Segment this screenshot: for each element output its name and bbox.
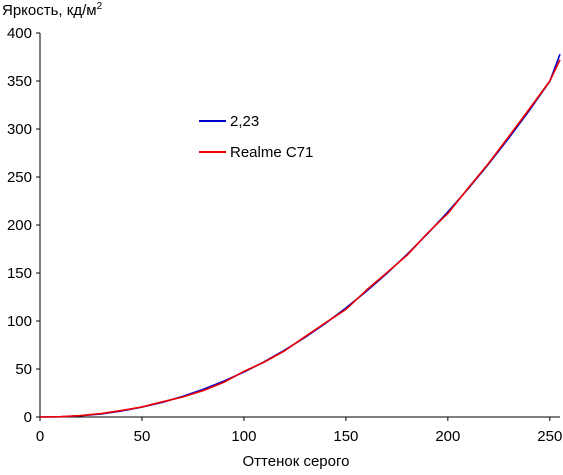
x-tick-label: 50 (134, 428, 151, 445)
series-line-realme-c71 (39, 59, 561, 418)
y-tick-label: 100 (7, 313, 32, 330)
x-tick-label: 100 (231, 428, 256, 445)
x-tick-label: 250 (537, 428, 562, 445)
y-tick-label: 400 (7, 25, 32, 42)
y-tick-label: 50 (15, 361, 32, 378)
y-tick-label: 0 (24, 409, 32, 426)
axes: 0 50 100 150 200 250 300 350 400 0 50 100 150 200 250 (7, 25, 562, 445)
y-axis-title-superscript: 2 (97, 1, 103, 12)
y-tick-label: 150 (7, 265, 32, 282)
legend-label: Realme C71 (230, 144, 313, 161)
x-tick-label: 0 (36, 428, 44, 445)
plot-area (39, 53, 561, 418)
y-tick-label: 300 (7, 121, 32, 138)
legend-label: 2,23 (230, 113, 259, 130)
x-axis-title: Оттенок серого (243, 453, 350, 470)
y-axis-title: Яркость, кд/м2 (2, 1, 103, 19)
legend: 2,23 Realme C71 (199, 113, 313, 161)
y-tick-label: 350 (7, 73, 32, 90)
x-tick-label: 150 (333, 428, 358, 445)
x-tick-label: 200 (435, 428, 460, 445)
series-line-gamma-2-23 (39, 53, 561, 418)
y-tick-label: 250 (7, 169, 32, 186)
y-tick-label: 200 (7, 217, 32, 234)
y-axis-title-main: Яркость, кд/м (2, 2, 97, 19)
